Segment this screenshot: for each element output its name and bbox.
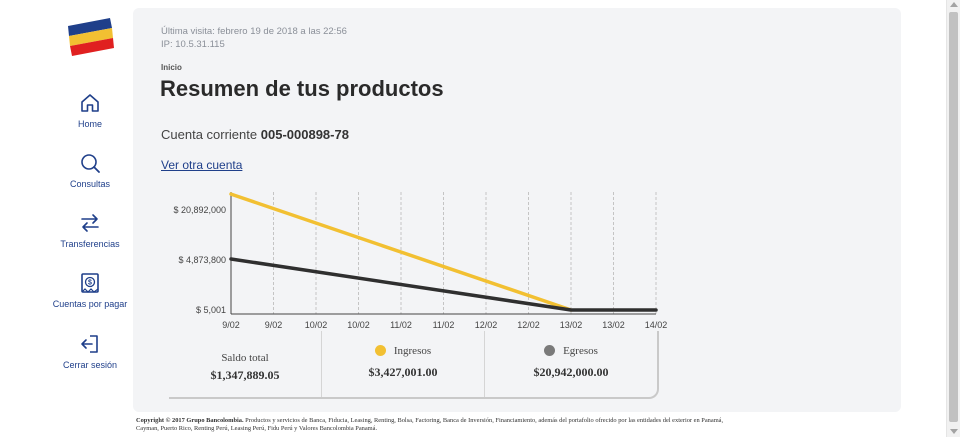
y-tick-label: $ 20,892,000 [173, 205, 226, 215]
footer-text: Productos y servicios de Banca, Fiducia,… [136, 417, 724, 432]
expense-dot-icon [544, 345, 556, 356]
series-line-egresos [229, 257, 658, 312]
ip-text: IP: 10.5.31.115 [161, 39, 225, 50]
footer: Copyright © 2017 Grupo Bancolombia. Prod… [136, 417, 736, 433]
last-visit-text: Última visita: febrero 19 de 2018 a las … [161, 26, 347, 37]
balance-value: $1,347,889.05 [210, 368, 280, 382]
sidebar-item-label: Transferencias [60, 239, 120, 249]
income-cell: Ingresos $3,427,001.00 [322, 331, 485, 397]
x-tick-label: 10/02 [347, 320, 370, 330]
svg-text:$: $ [88, 280, 92, 287]
income-value: $3,427,001.00 [368, 365, 438, 379]
account-type-label: Cuenta corriente [161, 127, 258, 142]
income-dot-icon [374, 345, 386, 356]
income-label: Ingresos [393, 345, 432, 357]
bill-dollar-icon: $ [81, 273, 99, 293]
x-tick-label: 13/02 [602, 320, 625, 330]
home-icon [81, 94, 99, 112]
scrollbar[interactable] [946, 0, 960, 437]
scroll-up-icon[interactable] [950, 2, 958, 7]
page-title: Resumen de tus productos [160, 76, 444, 101]
x-tick-label: 14/02 [645, 320, 668, 330]
x-tick-label: 11/02 [390, 320, 412, 330]
x-tick-label: 9/02 [265, 320, 283, 330]
expense-legend: Egresos [485, 345, 657, 357]
x-tick-label: 9/02 [222, 320, 240, 330]
sidebar-item-consultas[interactable]: Consultas [0, 152, 180, 189]
expense-label: Egresos [563, 345, 598, 357]
income-legend: Ingresos [322, 345, 484, 357]
x-tick-label: 11/02 [433, 320, 455, 330]
transfer-arrows-icon [81, 214, 99, 232]
expense-cell: Egresos $20,942,000.00 [485, 331, 657, 397]
copyright-text: Copyright © 2017 Grupo Bancolombia. [136, 417, 244, 424]
other-account-link[interactable]: Ver otra cuenta [161, 158, 243, 172]
sidebar-item-label: Home [77, 119, 102, 129]
y-tick-label: $ 5,001 [196, 305, 226, 315]
y-tick-label: $ 4,873,800 [178, 255, 226, 265]
account-info: Cuenta corriente 005-000898-78 [161, 127, 349, 142]
account-chart: 9/02 9/02 10/02 10/02 11/02 11/02 12/02 12/02 13… [173, 192, 668, 330]
balance-label: Saldo total [221, 352, 269, 364]
summary-panel: Saldo total $1,347,889.05 Ingresos $3,42… [169, 331, 659, 399]
sidebar-item-transferencias[interactable]: Transferencias [0, 212, 180, 249]
sidebar-item-label: Cuentas por pagar [52, 299, 128, 309]
sidebar-item-cerrar-sesion[interactable]: Cerrar sesión [0, 333, 180, 370]
balance-cell: Saldo total $1,347,889.05 [169, 331, 322, 397]
scroll-down-icon[interactable] [950, 429, 958, 434]
breadcrumb[interactable]: Inicio [161, 63, 182, 72]
search-icon [81, 154, 100, 173]
account-number: 005-000898-78 [260, 127, 349, 142]
sidebar-item-cuentas-por-pagar[interactable]: $ Cuentas por pagar [0, 272, 180, 309]
sidebar-item-home[interactable]: Home [0, 92, 180, 129]
expense-value: $20,942,000.00 [533, 365, 609, 379]
sidebar: Home Consultas Transferencias $ Cuentas … [0, 0, 132, 437]
main-content: Última visita: febrero 19 de 2018 a las … [133, 8, 901, 412]
bancolombia-logo[interactable] [66, 16, 116, 58]
x-tick-label: 10/02 [305, 320, 328, 330]
x-tick-label: 13/02 [560, 320, 583, 330]
logout-icon [81, 335, 98, 353]
x-tick-label: 12/02 [475, 320, 498, 330]
session-info: Última visita: febrero 19 de 2018 a las … [161, 25, 347, 51]
sidebar-item-label: Consultas [69, 179, 111, 189]
series-line-ingresos [229, 192, 573, 312]
scroll-thumb[interactable] [949, 12, 958, 422]
sidebar-item-label: Cerrar sesión [62, 360, 118, 370]
x-tick-label: 12/02 [517, 320, 540, 330]
